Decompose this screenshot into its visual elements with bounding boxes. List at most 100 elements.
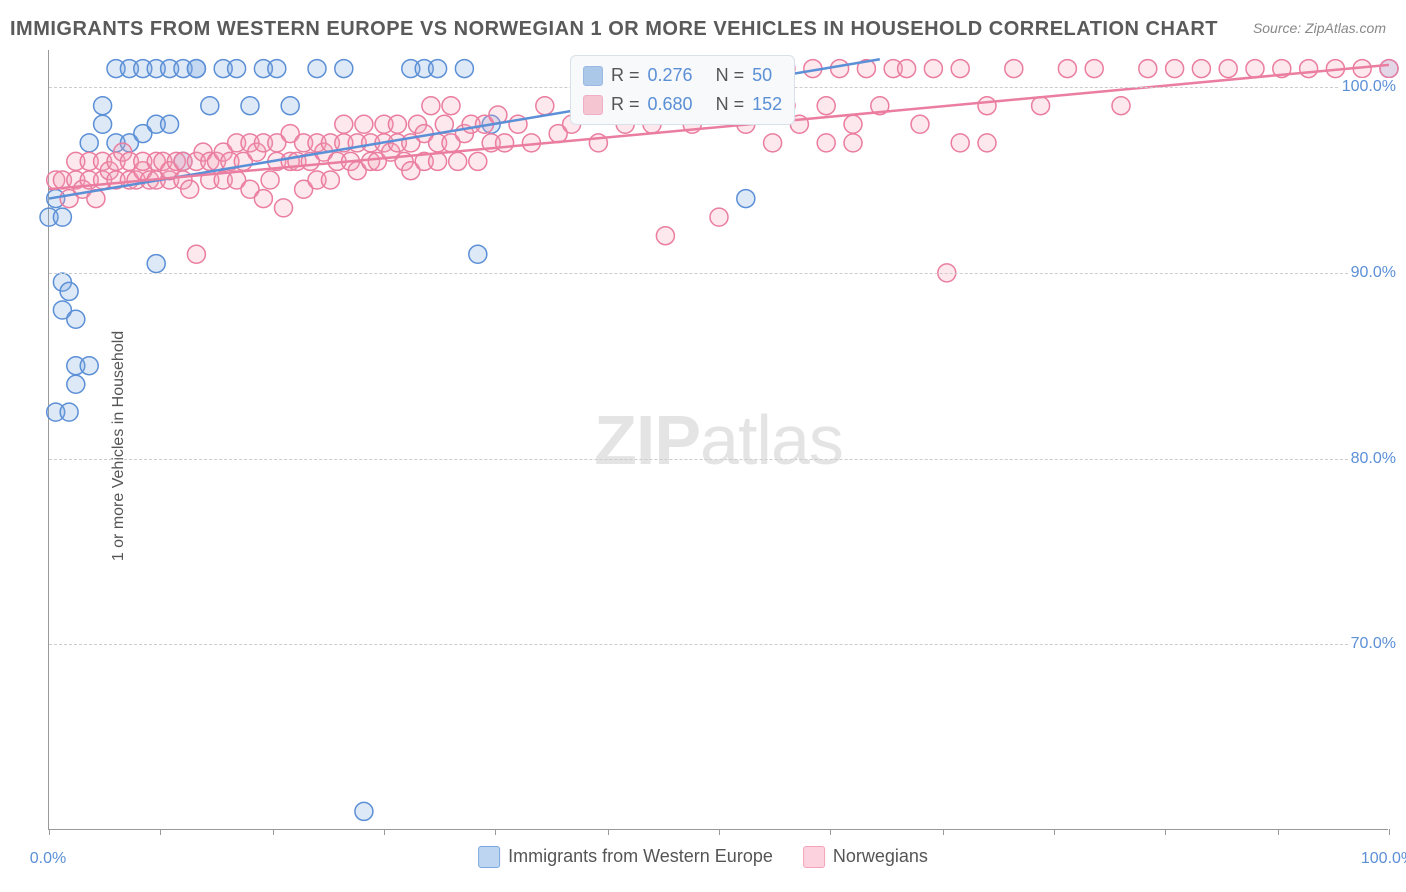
- scatter-point: [201, 97, 219, 115]
- scatter-point: [737, 190, 755, 208]
- scatter-point: [951, 60, 969, 78]
- scatter-point: [187, 245, 205, 263]
- scatter-point: [268, 60, 286, 78]
- scatter-point: [355, 802, 373, 820]
- scatter-point: [60, 403, 78, 421]
- scatter-point: [67, 310, 85, 328]
- legend-swatch: [583, 95, 603, 115]
- scatter-point: [335, 60, 353, 78]
- scatter-point: [308, 60, 326, 78]
- scatter-point: [67, 375, 85, 393]
- scatter-point: [1166, 60, 1184, 78]
- y-tick-label: 90.0%: [1349, 264, 1398, 282]
- legend-swatch: [478, 846, 500, 868]
- gridline: [49, 459, 1388, 460]
- scatter-point: [1085, 60, 1103, 78]
- scatter-point: [911, 115, 929, 133]
- scatter-point: [80, 357, 98, 375]
- stats-legend-row: R = 0.276 N = 50: [583, 62, 782, 89]
- scatter-point: [1058, 60, 1076, 78]
- scatter-point: [1192, 60, 1210, 78]
- scatter-point: [241, 97, 259, 115]
- y-tick-label: 70.0%: [1349, 635, 1398, 653]
- scatter-point: [60, 282, 78, 300]
- source-attribution: Source: ZipAtlas.com: [1253, 20, 1386, 36]
- scatter-point: [1246, 60, 1264, 78]
- scatter-point: [94, 97, 112, 115]
- scatter-point: [1032, 97, 1050, 115]
- scatter-point: [161, 115, 179, 133]
- legend-r-value: 0.276: [648, 62, 693, 89]
- scatter-point: [1139, 60, 1157, 78]
- legend-swatch: [803, 846, 825, 868]
- bottom-legend-item: Immigrants from Western Europe: [478, 846, 773, 868]
- x-tick-label-left: 0.0%: [30, 850, 66, 868]
- y-tick-label: 100.0%: [1340, 78, 1398, 96]
- scatter-point: [455, 60, 473, 78]
- scatter-point: [254, 190, 272, 208]
- x-tick: [943, 829, 944, 835]
- scatter-point: [817, 134, 835, 152]
- legend-r-label: R =: [611, 62, 640, 89]
- legend-swatch: [583, 66, 603, 86]
- bottom-legend-label: Norwegians: [833, 846, 928, 866]
- scatter-point: [275, 199, 293, 217]
- scatter-point: [442, 97, 460, 115]
- bottom-legend: Immigrants from Western Europe Norwegians: [478, 846, 928, 868]
- scatter-point: [831, 60, 849, 78]
- chart-title: IMMIGRANTS FROM WESTERN EUROPE VS NORWEG…: [10, 18, 1218, 41]
- scatter-point: [844, 134, 862, 152]
- legend-n-value: 50: [752, 62, 772, 89]
- scatter-svg: [49, 50, 1388, 829]
- x-tick: [49, 829, 50, 835]
- scatter-point: [764, 134, 782, 152]
- legend-n-label: N =: [701, 91, 745, 118]
- x-tick: [1278, 829, 1279, 835]
- gridline: [49, 644, 1388, 645]
- bottom-legend-label: Immigrants from Western Europe: [508, 846, 773, 866]
- scatter-point: [1300, 60, 1318, 78]
- x-tick: [495, 829, 496, 835]
- gridline: [49, 273, 1388, 274]
- scatter-point: [94, 115, 112, 133]
- scatter-point: [898, 60, 916, 78]
- scatter-point: [1380, 60, 1398, 78]
- scatter-point: [924, 60, 942, 78]
- x-tick: [1389, 829, 1390, 835]
- legend-n-value: 152: [752, 91, 782, 118]
- scatter-point: [388, 115, 406, 133]
- scatter-point: [281, 97, 299, 115]
- x-tick: [608, 829, 609, 835]
- scatter-point: [469, 152, 487, 170]
- scatter-point: [817, 97, 835, 115]
- scatter-point: [496, 134, 514, 152]
- x-tick: [273, 829, 274, 835]
- scatter-point: [469, 245, 487, 263]
- legend-r-label: R =: [611, 91, 640, 118]
- scatter-point: [951, 134, 969, 152]
- scatter-point: [321, 171, 339, 189]
- scatter-point: [1005, 60, 1023, 78]
- legend-n-label: N =: [701, 62, 745, 89]
- chart-plot-area: ZIPatlas 70.0%80.0%90.0%100.0%: [48, 50, 1388, 830]
- scatter-point: [422, 97, 440, 115]
- scatter-point: [1219, 60, 1237, 78]
- x-tick: [384, 829, 385, 835]
- scatter-point: [429, 152, 447, 170]
- scatter-point: [147, 255, 165, 273]
- x-tick: [160, 829, 161, 835]
- scatter-point: [261, 171, 279, 189]
- scatter-point: [1112, 97, 1130, 115]
- x-tick-label-right: 100.0%: [1361, 850, 1406, 868]
- stats-legend: R = 0.276 N = 50R = 0.680 N = 152: [570, 55, 795, 125]
- scatter-point: [181, 180, 199, 198]
- x-tick: [830, 829, 831, 835]
- scatter-point: [844, 115, 862, 133]
- scatter-point: [656, 227, 674, 245]
- scatter-point: [978, 134, 996, 152]
- scatter-point: [80, 134, 98, 152]
- x-tick: [719, 829, 720, 835]
- y-tick-label: 80.0%: [1349, 450, 1398, 468]
- scatter-point: [228, 60, 246, 78]
- stats-legend-row: R = 0.680 N = 152: [583, 91, 782, 118]
